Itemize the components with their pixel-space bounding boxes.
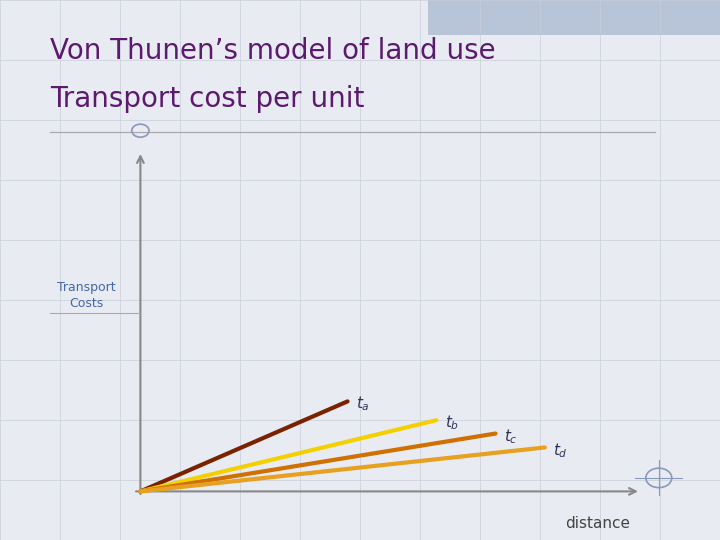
Text: distance: distance — [565, 516, 630, 531]
Text: Transport
Costs: Transport Costs — [57, 281, 116, 309]
Text: $t_b$: $t_b$ — [445, 414, 459, 432]
Text: $t_a$: $t_a$ — [356, 395, 370, 414]
Text: Von Thunen’s model of land use: Von Thunen’s model of land use — [50, 37, 496, 65]
Text: Transport cost per unit: Transport cost per unit — [50, 85, 365, 113]
Text: $t_c$: $t_c$ — [504, 427, 518, 446]
Text: $t_d$: $t_d$ — [554, 441, 568, 460]
